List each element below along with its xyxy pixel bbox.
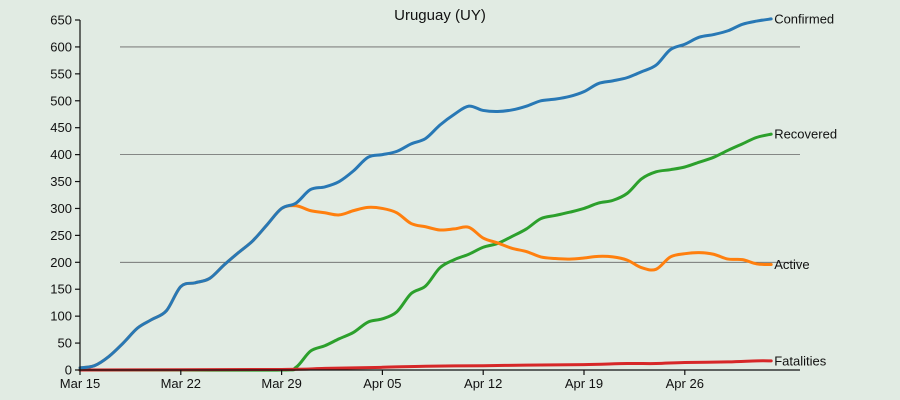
x-tick-label: Mar 15 (60, 376, 100, 391)
y-tick-label: 550 (50, 66, 72, 81)
series-line-confirmed (78, 17, 773, 370)
series-label-recovered: Recovered (774, 127, 837, 142)
series-line-recovered (78, 132, 773, 372)
x-ticks: Mar 15 Mar 22 Mar 29 Apr 05 Apr 12 Apr 19 Apr … (60, 370, 704, 391)
x-tick-label: Mar 29 (261, 376, 301, 391)
y-tick-label: 600 (50, 39, 72, 54)
x-tick-label: Mar 22 (161, 376, 201, 391)
y-ticks: 0 50 100 150 200 250 300 350 400 450 500 550 600 650 (50, 13, 80, 378)
y-tick-label: 650 (50, 13, 72, 28)
series-label-confirmed: Confirmed (774, 11, 834, 26)
x-tick-label: Apr 12 (464, 376, 502, 391)
series-label-fatalities: Fatalities (774, 353, 827, 368)
y-tick-label: 200 (50, 255, 72, 270)
y-tick-label: 300 (50, 201, 72, 216)
x-tick-label: Apr 05 (363, 376, 401, 391)
axes (79, 20, 800, 371)
y-tick-label: 400 (50, 147, 72, 162)
y-tick-label: 100 (50, 309, 72, 324)
series-lines (78, 17, 773, 372)
series-line-fatalities (78, 359, 773, 372)
x-tick-label: Apr 19 (565, 376, 603, 391)
y-tick-label: 0 (65, 363, 72, 378)
x-tick-label: Apr 26 (666, 376, 704, 391)
y-tick-label: 350 (50, 174, 72, 189)
series-labels: Recovered Fatalities Active Confirmed (774, 11, 837, 368)
y-tick-label: 250 (50, 228, 72, 243)
y-tick-label: 500 (50, 93, 72, 108)
chart-title: Uruguay (UY) (394, 7, 486, 24)
y-tick-label: 50 (58, 336, 72, 351)
series-label-active: Active (774, 257, 809, 272)
y-tick-label: 150 (50, 282, 72, 297)
y-tick-label: 450 (50, 120, 72, 135)
gridlines (120, 46, 800, 263)
